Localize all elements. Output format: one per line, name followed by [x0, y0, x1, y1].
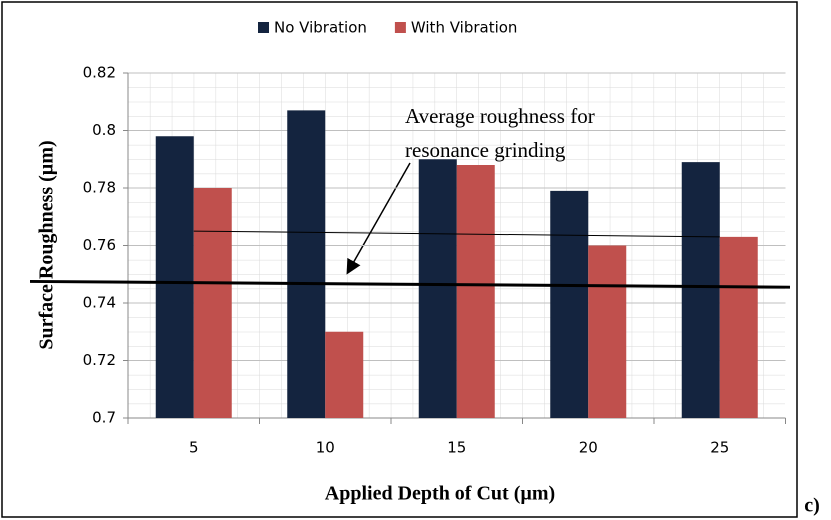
- y-tick-label: 0.78: [83, 179, 116, 197]
- y-tick-label: 0.74: [83, 294, 116, 312]
- reference-line: [193, 230, 720, 238]
- arrow: [346, 162, 411, 275]
- reference-line: [29, 279, 791, 289]
- y-tick-label: 0.76: [83, 236, 116, 254]
- y-tick-label: 0.7: [92, 409, 116, 427]
- bar: [325, 331, 364, 418]
- panel-label: c): [804, 495, 820, 517]
- bar: [456, 165, 495, 418]
- x-tick-label: 10: [316, 439, 335, 457]
- annotation: Average roughness for: [405, 104, 595, 128]
- legend-swatch: [258, 22, 269, 33]
- bar: [287, 110, 326, 418]
- bar: [193, 188, 232, 418]
- annotation: resonance grinding: [405, 138, 566, 162]
- bar: [418, 159, 457, 418]
- y-tick-label: 0.8: [92, 121, 116, 139]
- bar: [550, 190, 589, 418]
- y-tick-label: 0.72: [83, 351, 116, 369]
- y-axis-label: Surface Roughness (µm): [36, 140, 58, 349]
- bar: [719, 236, 758, 418]
- bar: [155, 136, 194, 418]
- x-tick-label: 20: [579, 439, 598, 457]
- frame: [1, 1, 798, 518]
- x-tick-label: 25: [710, 439, 729, 457]
- legend-label: No Vibration: [274, 19, 367, 37]
- x-axis-label: Applied Depth of Cut (µm): [325, 483, 555, 505]
- x-tick-label: 15: [447, 439, 466, 457]
- legend-swatch: [394, 22, 406, 33]
- x-tick-label: 5: [189, 439, 199, 457]
- bar: [681, 162, 720, 418]
- bar: [588, 245, 627, 418]
- y-tick-label: 0.82: [83, 64, 116, 82]
- legend-label: With Vibration: [411, 19, 518, 37]
